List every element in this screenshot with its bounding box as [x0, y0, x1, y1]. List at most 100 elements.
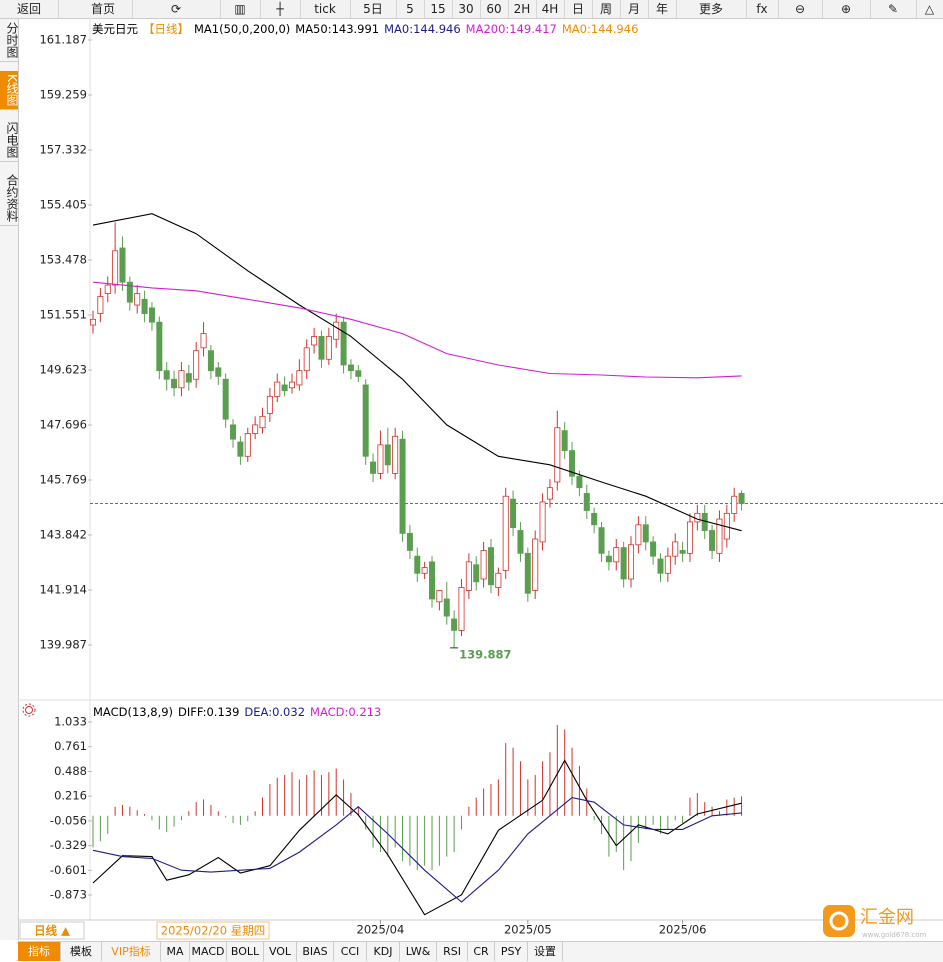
- indicator-tab[interactable]: RSI: [437, 942, 468, 961]
- indicator-tab[interactable]: KDJ: [367, 942, 400, 961]
- candle-body: [465, 561, 472, 591]
- indicator-tab[interactable]: MA: [161, 942, 190, 961]
- chart: 日线 ▲ 2025/02/20 星期四 汇金网 www.gold678.com …: [18, 19, 943, 940]
- candle-body: [333, 321, 340, 340]
- toolbar-button[interactable]: 周: [592, 0, 621, 18]
- toolbar-button[interactable]: 5日: [350, 0, 397, 18]
- toolbar-icon[interactable]: ⊕: [822, 0, 871, 18]
- toolbar-icon[interactable]: ┼: [260, 0, 301, 18]
- period-button[interactable]: [19, 921, 85, 940]
- toolbar-button[interactable]: 30: [452, 0, 481, 18]
- candle-body: [473, 564, 480, 583]
- toolbar-button[interactable]: 年: [648, 0, 677, 18]
- candle-body: [443, 598, 450, 617]
- y-tick-label: 141.914: [39, 583, 87, 597]
- toolbar-button[interactable]: 5: [396, 0, 425, 18]
- candle-body: [244, 433, 251, 457]
- y-tick-label: 1.033: [54, 714, 87, 728]
- indicator-tab[interactable]: BOLL: [227, 942, 264, 961]
- toolbar-icon[interactable]: ⟳: [132, 0, 221, 18]
- y-tick-label: 161.187: [39, 33, 87, 47]
- indicator-line: [92, 213, 742, 532]
- toolbar-button[interactable]: 2H: [508, 0, 537, 18]
- toolbar-button[interactable]: 60: [480, 0, 509, 18]
- toolbar-button[interactable]: 4H: [536, 0, 565, 18]
- y-tick-label: 147.696: [39, 418, 87, 432]
- indicator-tab[interactable]: MACD: [190, 942, 227, 961]
- period-label: 日线 ▲: [34, 924, 70, 938]
- indicator-tab[interactable]: 设置: [528, 942, 563, 961]
- candle-body: [517, 530, 524, 554]
- toolbar-button[interactable]: 日: [564, 0, 593, 18]
- toolbar-button[interactable]: 月: [620, 0, 649, 18]
- candle-body: [252, 424, 259, 434]
- toolbar-button[interactable]: 15: [424, 0, 453, 18]
- legend-entry: MA1(50,0,200,0): [194, 22, 290, 36]
- candle-body: [274, 381, 281, 397]
- toolbar-icon[interactable]: △: [916, 0, 943, 18]
- toolbar-button[interactable]: 返回: [0, 0, 59, 18]
- candle-body: [163, 370, 170, 380]
- sidebar-tab[interactable]: K线图: [0, 71, 19, 110]
- sidebar-tab[interactable]: 合约资料: [0, 171, 19, 226]
- crosshair-date-box: [156, 921, 270, 940]
- toolbar-icon[interactable]: ▥: [220, 0, 261, 18]
- y-tick-label: 143.842: [39, 527, 87, 541]
- candle-body: [635, 524, 642, 546]
- legend-entry: MA0:144.946: [384, 22, 461, 36]
- candle-body: [97, 296, 104, 314]
- y-tick-label: -0.329: [50, 838, 87, 852]
- sidebar-tab[interactable]: 分时图: [0, 19, 19, 62]
- indicator-tab[interactable]: PSY: [495, 942, 528, 961]
- candle-body: [222, 378, 229, 420]
- indicator-tab[interactable]: 模板: [61, 942, 102, 961]
- toolbar-button[interactable]: 更多: [676, 0, 747, 18]
- candle-body: [296, 370, 303, 386]
- legend-entry: MACD(13,8,9): [93, 705, 173, 719]
- candle-body: [347, 364, 354, 372]
- legend-entry: 【日线】: [143, 22, 189, 36]
- y-tick-label: 151.551: [39, 307, 87, 321]
- candle-body: [620, 547, 627, 580]
- candle-body: [384, 444, 391, 466]
- sidebar-tab[interactable]: 闪电图: [0, 119, 19, 162]
- candle-body: [392, 435, 399, 474]
- candle-body: [185, 373, 192, 383]
- toolbar-icon[interactable]: ✎: [870, 0, 917, 18]
- legend: 美元日元 【日线】 MA1(50,0,200,0) MA50:143.991 MA0:1…: [92, 22, 638, 36]
- x-tick-label: 2025/04: [357, 923, 405, 937]
- candle-body: [679, 550, 686, 554]
- candle-body: [672, 541, 679, 557]
- indicator-tab[interactable]: VOL: [264, 942, 297, 961]
- indicator-tabs: 指标 模板 VIP指标 MA MACD BOLL VOL BIAS CCI KDJ LW& RSI CR…: [18, 941, 943, 962]
- legend-entry: DIFF:0.139: [178, 705, 239, 719]
- watermark-url: www.gold678.com: [862, 931, 927, 939]
- y-tick-label: 157.332: [39, 143, 87, 157]
- indicator-tab[interactable]: CR: [468, 942, 495, 961]
- toolbar-icon[interactable]: ⊖: [778, 0, 823, 18]
- candle-body: [362, 384, 369, 457]
- toolbar-button[interactable]: tick: [300, 0, 351, 18]
- settings-icon[interactable]: [22, 703, 36, 717]
- candle-body: [171, 378, 178, 389]
- indicator-tab[interactable]: 指标: [18, 942, 61, 961]
- indicator-tab[interactable]: CCI: [334, 942, 367, 961]
- low-label: 139.887: [459, 647, 511, 661]
- y-tick-label: 0.761: [54, 739, 87, 753]
- indicator-tab[interactable]: BIAS: [297, 942, 334, 961]
- candle-body: [686, 521, 693, 554]
- indicator-tab[interactable]: VIP指标: [102, 942, 161, 961]
- candle-body: [451, 618, 458, 631]
- candle-body: [281, 384, 288, 392]
- candle-body: [104, 284, 111, 295]
- candle-body: [546, 487, 553, 500]
- toolbar-icon[interactable]: fx: [746, 0, 779, 18]
- toolbar-button[interactable]: 首页: [74, 0, 133, 18]
- candle-body: [539, 501, 546, 543]
- gear: [25, 706, 33, 714]
- candle-body: [377, 444, 384, 474]
- indicator-tab[interactable]: LW&: [400, 942, 437, 961]
- legend-entry: MACD:0.213: [310, 705, 381, 719]
- candle-body: [738, 492, 745, 504]
